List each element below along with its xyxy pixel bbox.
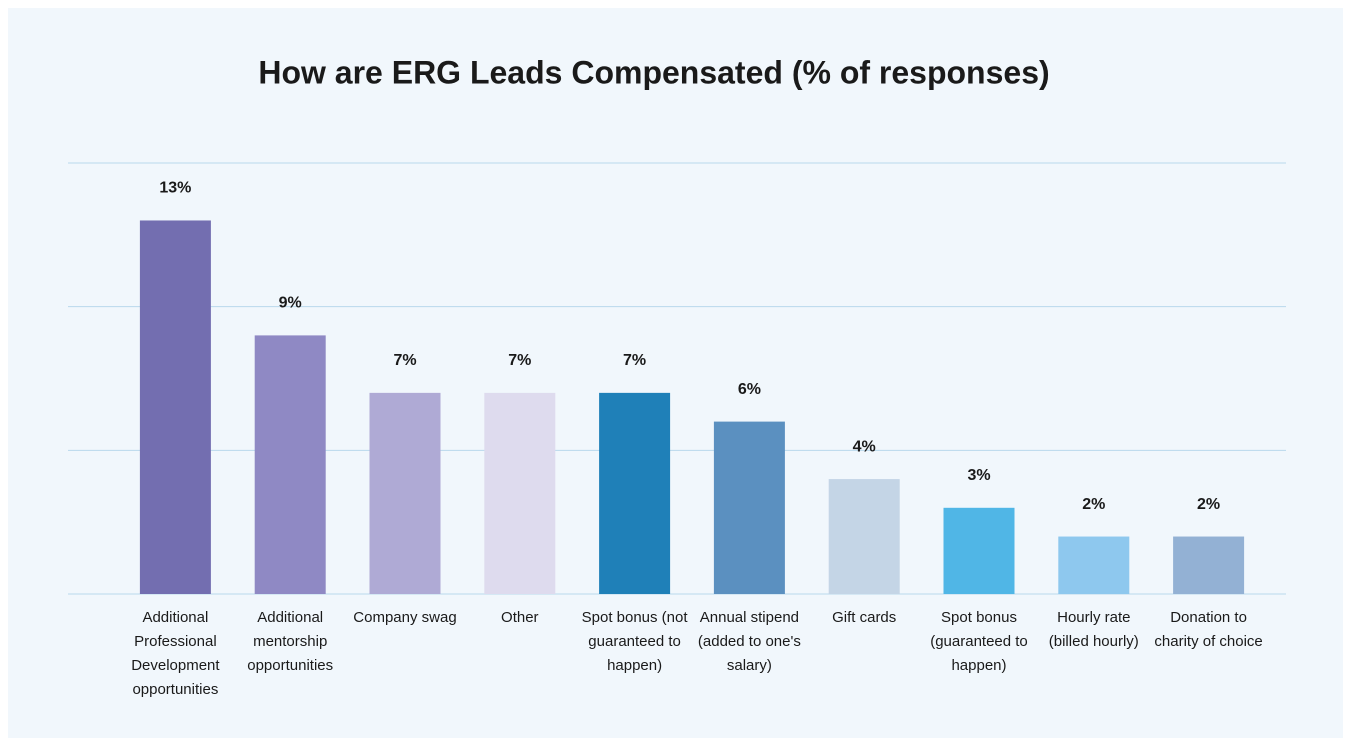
x-tick-label-box: Spot bonus (guaranteed to happen) — [930, 609, 1028, 674]
bar — [484, 392, 556, 594]
bar — [254, 335, 326, 594]
bar — [599, 392, 671, 594]
bar — [713, 421, 785, 594]
value-label: 13% — [159, 180, 191, 197]
bar — [828, 479, 900, 594]
x-tick-label-box: Spot bonus (not guaranteed to happen) — [581, 609, 688, 674]
x-tick-label: Spot bonus (not guaranteed to happen) — [581, 609, 688, 674]
value-label: 4% — [853, 438, 876, 455]
bar — [139, 220, 211, 594]
x-tick-label: Company swag — [353, 609, 457, 626]
value-label: 7% — [623, 352, 646, 369]
x-tick-label: Other — [501, 609, 539, 626]
bar — [1058, 536, 1130, 594]
bar — [1173, 536, 1245, 594]
x-tick-label: Annual stipend (added to one's salary) — [697, 609, 801, 674]
x-tick-label: Hourly rate (billed hourly) — [1048, 609, 1139, 650]
x-tick-label-box: Hourly rate (billed hourly) — [1048, 609, 1139, 650]
value-label: 9% — [279, 295, 302, 312]
x-tick-label-box: Additional Professional Development oppo… — [131, 609, 220, 698]
x-tick-label: Spot bonus (guaranteed to happen) — [930, 609, 1028, 674]
x-tick-label: Donation to charity of choice — [1154, 609, 1263, 650]
x-tick-label-box: Other — [501, 609, 539, 626]
chart-title: How are ERG Leads Compensated (% of resp… — [258, 54, 1049, 90]
bar — [943, 507, 1015, 594]
value-label: 3% — [967, 467, 990, 484]
x-tick-label: Additional mentorship opportunities — [247, 609, 334, 674]
x-tick-label: Additional Professional Development oppo… — [131, 609, 220, 698]
bar — [369, 392, 441, 594]
x-tick-label-box: Annual stipend (added to one's salary) — [697, 609, 801, 674]
value-label: 7% — [393, 352, 416, 369]
value-label: 2% — [1197, 496, 1220, 513]
value-label: 6% — [738, 381, 761, 398]
value-label: 7% — [508, 352, 531, 369]
x-tick-label-box: Gift cards — [832, 609, 897, 626]
x-tick-label-box: Additional mentorship opportunities — [247, 609, 334, 674]
x-tick-label-box: Company swag — [353, 609, 457, 626]
x-tick-label: Gift cards — [832, 609, 897, 626]
chart-background — [8, 8, 1343, 738]
x-tick-label-box: Donation to charity of choice — [1154, 609, 1263, 650]
value-label: 2% — [1082, 496, 1105, 513]
